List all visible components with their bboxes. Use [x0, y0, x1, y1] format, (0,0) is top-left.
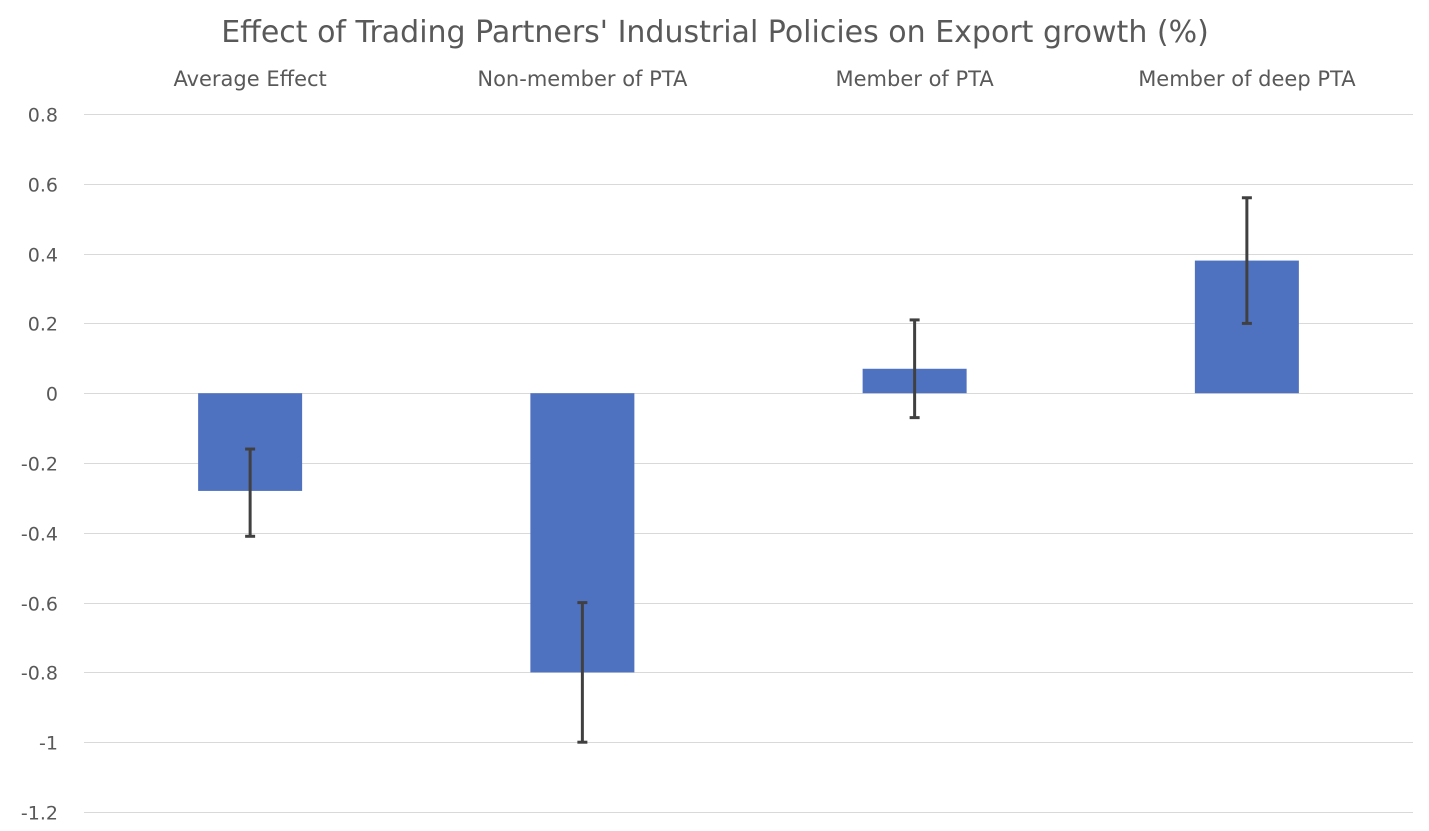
y-tick-label: 0.2 [28, 314, 58, 336]
y-axis-tick-labels: 0.8 0.6 0.4 0.2 0 -0.2 -0.4 -0.6 -0.8 -1 -1.2 [21, 105, 58, 825]
error-bar [909, 318, 920, 420]
y-tick-label: 0.6 [28, 175, 58, 197]
y-tick-label: -0.4 [21, 524, 58, 546]
chart-title: Effect of Trading Partners' Industrial P… [221, 15, 1209, 50]
error-bar [577, 601, 588, 744]
error-bar [1241, 196, 1252, 325]
y-tick-label: 0 [46, 384, 58, 406]
gridlines [84, 114, 1413, 813]
category-label: Average Effect [173, 67, 326, 91]
category-label: Non-member of PTA [477, 67, 688, 91]
error-bars [245, 196, 1252, 744]
bars [198, 260, 1299, 673]
category-labels: Average Effect Non-member of PTA Member of… [173, 67, 1356, 91]
y-tick-label: -0.6 [21, 594, 58, 616]
y-tick-label: 0.8 [28, 105, 58, 127]
y-tick-label: -0.8 [21, 663, 58, 685]
category-label: Member of deep PTA [1138, 67, 1356, 91]
y-tick-label: -1 [39, 733, 58, 755]
y-tick-label: -1.2 [21, 803, 58, 825]
y-tick-label: -0.2 [21, 454, 58, 476]
error-bar [245, 447, 256, 538]
category-label: Member of PTA [836, 67, 995, 91]
y-tick-label: 0.4 [28, 245, 58, 267]
